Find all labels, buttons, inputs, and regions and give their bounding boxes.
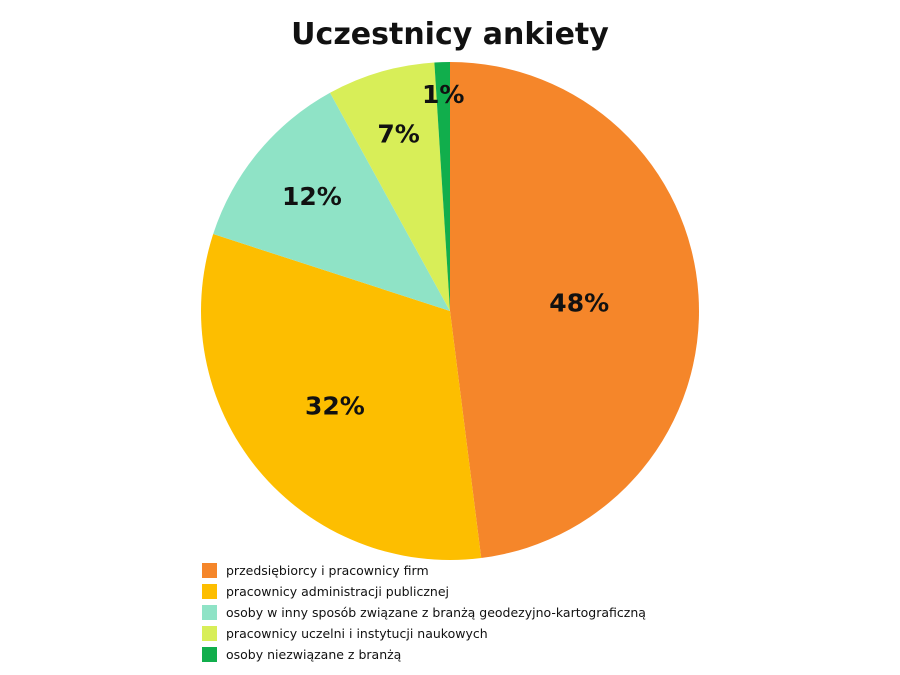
chart-title: Uczestnicy ankiety <box>291 17 609 52</box>
legend-swatch-3 <box>202 605 217 620</box>
legend-label-4: pracownicy uczelni i instytucji naukowyc… <box>226 626 488 641</box>
legend-label-2: pracownicy administracji publicznej <box>226 584 449 599</box>
pie-slice-5 <box>434 62 450 311</box>
legend-swatch-4 <box>202 626 217 641</box>
legend-label-3: osoby w inny sposób związane z branżą ge… <box>226 605 646 620</box>
legend-swatch-2 <box>202 584 217 599</box>
slice-label-5: 1% <box>422 80 464 109</box>
pie-slice-4 <box>330 62 450 311</box>
slice-label-3: 12% <box>282 182 342 211</box>
legend-swatch-5 <box>202 647 217 662</box>
legend: przedsiębiorcy i pracownicy firm pracowni… <box>202 563 646 662</box>
slice-label-1: 48% <box>549 288 609 317</box>
pie-slices <box>200 62 699 561</box>
slice-label-4: 7% <box>377 120 419 149</box>
pie-slice-3 <box>213 92 450 311</box>
slice-label-2: 32% <box>305 392 365 421</box>
legend-label-1: przedsiębiorcy i pracownicy firm <box>226 563 429 578</box>
pie-slice-2 <box>200 234 482 561</box>
legend-swatch-1 <box>202 563 217 578</box>
pie-slice-labels: 48% 32% 12% 7%1% <box>282 80 609 421</box>
pie-slice-1 <box>450 62 699 559</box>
legend-label-5: osoby niezwiązane z branżą <box>226 647 402 662</box>
